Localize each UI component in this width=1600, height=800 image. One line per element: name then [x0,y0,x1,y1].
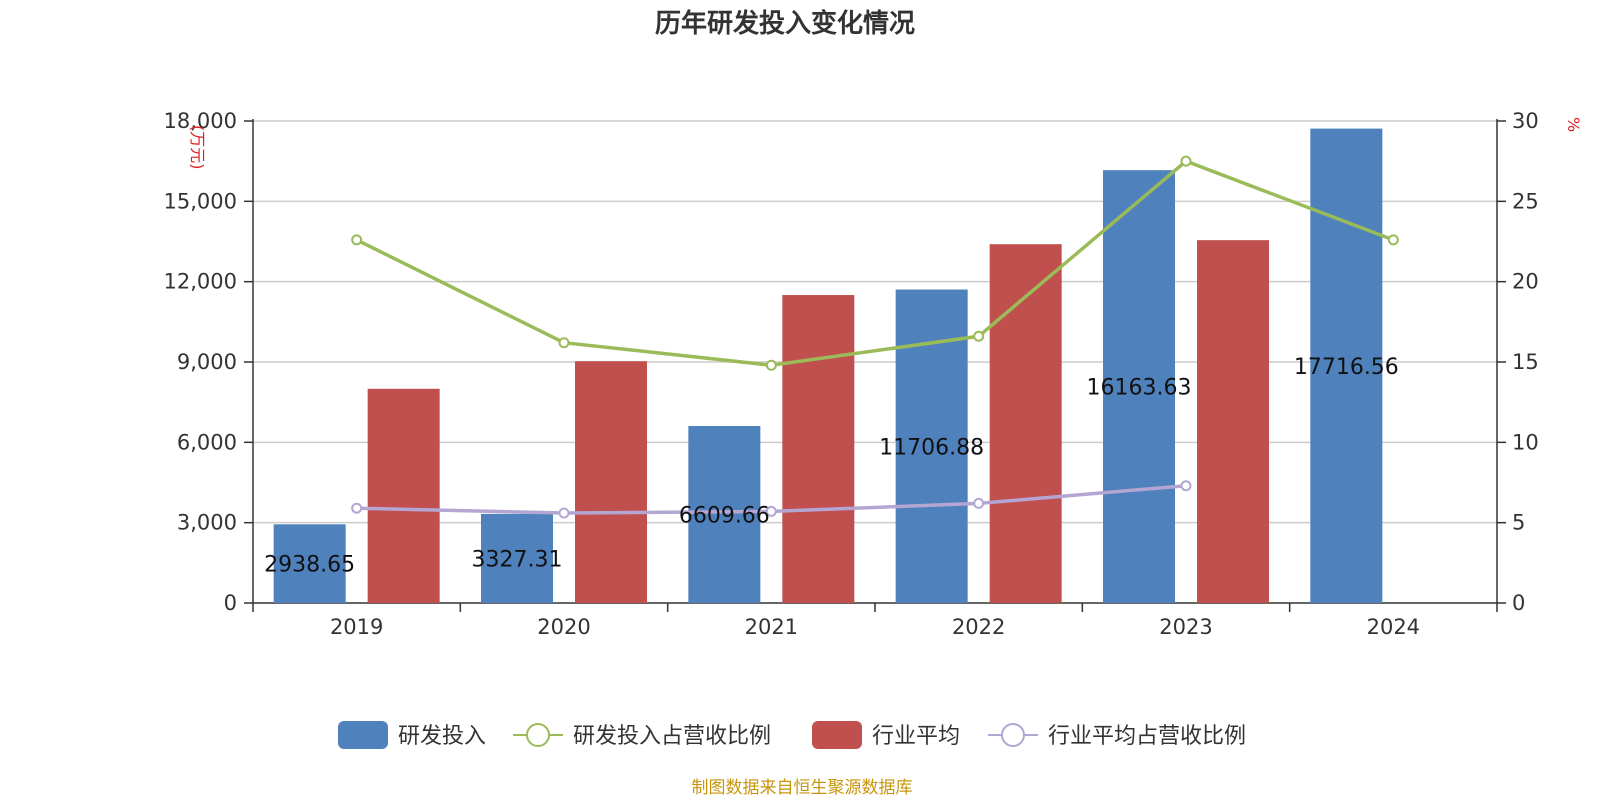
legend-marker-研发投入占营收比例 [526,723,550,747]
x-tick-label: 2020 [537,615,590,639]
line-研发投入占营收比例 [355,159,1394,367]
left-tick-label: 6,000 [177,430,237,454]
bar-value-label: 3327.31 [472,547,563,572]
bar-研发投入 [1310,128,1383,603]
left-tick-label: 12,000 [164,270,237,294]
x-tick-label: 2023 [1159,615,1212,639]
line-point-行业平均占营收比例 [765,505,777,517]
chart-title: 历年研发投入变化情况 [655,8,915,39]
bar-value-label: 17716.56 [1294,355,1399,380]
source-note: 制图数据来自恒生聚源数据库 [692,778,913,798]
bar-value-label: 2938.65 [264,553,355,578]
bars [273,128,1383,604]
right-tick-label: 0 [1512,591,1525,615]
line-point-行业平均占营收比例 [1180,480,1192,492]
left-tick-label: 15,000 [164,189,237,213]
bar-研发投入 [688,426,761,603]
legend-swatch-研发投入 [338,721,388,749]
bar-研发投入 [1103,170,1175,604]
right-tick-label: 20 [1512,270,1539,294]
line-point-研发投入占营收比例 [558,337,570,349]
line-point-行业平均占营收比例 [351,502,363,514]
bar-行业平均 [1197,240,1269,603]
left-tick-label: 9,000 [177,350,237,374]
right-tick-label: 10 [1512,430,1539,454]
legend-label: 研发投入 [398,724,486,749]
right-axis-unit: % [1564,117,1583,132]
x-tick-label: 2019 [330,615,383,639]
bar-value-label: 6609.66 [679,504,770,529]
lines [351,155,1399,519]
left-tick-label: 3,000 [177,511,237,535]
legend-label: 行业平均 [872,724,960,749]
line-point-研发投入占营收比例 [1180,155,1192,167]
axes: 0 3,000 6,000 9,000 12,000 15,000 18,000 0 5 10 15… [164,109,1539,639]
bar-行业平均 [989,244,1062,603]
line-point-行业平均占营收比例 [973,497,985,509]
line-point-行业平均占营收比例 [558,507,570,519]
x-tick-label: 2021 [745,615,798,639]
grid-lines [253,120,1497,524]
right-tick-label: 15 [1512,350,1539,374]
line-point-研发投入占营收比例 [765,359,777,371]
right-tick-label: 5 [1512,511,1525,535]
bar-value-label: 16163.63 [1087,376,1192,401]
legend-label: 研发投入占营收比例 [573,724,771,749]
legend-marker-行业平均占营收比例 [1001,723,1025,747]
bar-行业平均 [367,388,440,603]
legend: 研发投入 研发投入占营收比例 行业平均 行业平均占营收比例 [338,721,1246,749]
bar-行业平均 [575,361,647,603]
x-tick-label: 2024 [1367,615,1420,639]
line-point-研发投入占营收比例 [973,330,985,342]
x-tick-label: 2022 [952,615,1005,639]
right-tick-label: 30 [1512,109,1539,133]
bar-研发投入 [481,513,553,603]
legend-label: 行业平均占营收比例 [1048,724,1246,749]
right-tick-label: 25 [1512,189,1539,213]
bar-value-label: 11706.88 [879,435,984,460]
left-tick-label: 0 [224,591,237,615]
bar-行业平均 [782,295,855,603]
line-point-研发投入占营收比例 [1387,234,1399,246]
left-tick-label: 18,000 [164,109,237,133]
bar-研发投入 [273,524,346,603]
data-labels: 2938.65 3327.31 6609.66 11706.88 16163.63 177… [264,355,1399,578]
left-axis-unit: (万元) [188,125,207,170]
legend-swatch-行业平均 [812,721,862,749]
line-point-研发投入占营收比例 [351,234,363,246]
